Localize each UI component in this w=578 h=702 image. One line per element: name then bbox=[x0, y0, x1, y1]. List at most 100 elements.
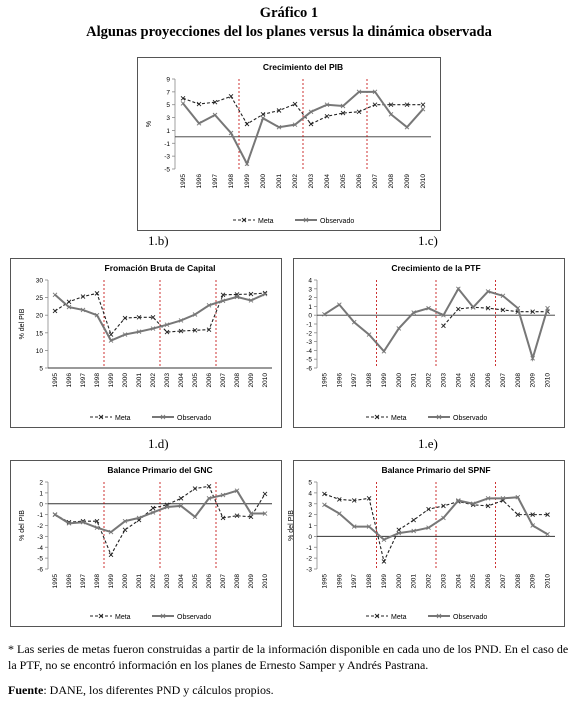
data-point-observado bbox=[324, 102, 330, 108]
data-point-observado bbox=[336, 511, 342, 516]
data-point-meta bbox=[366, 495, 372, 501]
series-line-observado bbox=[54, 489, 265, 534]
x-tick-label: 1998 bbox=[228, 174, 235, 189]
legend: Meta Observado bbox=[366, 414, 487, 422]
y-tick-label: 7 bbox=[166, 89, 170, 96]
y-tick-label: 5 bbox=[308, 480, 312, 487]
x-tick-label: 2005 bbox=[470, 373, 477, 388]
series-line-meta bbox=[54, 292, 266, 336]
data-point-observado bbox=[234, 488, 240, 494]
panel-label-1d: 1.d) bbox=[148, 436, 169, 451]
data-point-meta bbox=[52, 308, 58, 314]
data-point-meta bbox=[122, 315, 128, 321]
x-tick-label: 2000 bbox=[260, 174, 267, 189]
x-tick-label: 2006 bbox=[485, 373, 492, 388]
y-tick-label: -4 bbox=[37, 545, 43, 552]
data-point-meta bbox=[94, 518, 100, 524]
data-point-meta bbox=[420, 102, 426, 108]
x-tick-label: 2006 bbox=[485, 574, 492, 589]
y-tick-label: 15 bbox=[36, 330, 44, 337]
data-point-observado bbox=[136, 515, 142, 521]
x-tick-label: 2007 bbox=[220, 574, 227, 589]
x-tick-label: 1996 bbox=[66, 373, 73, 388]
x-tick-label: 2000 bbox=[396, 373, 403, 388]
data-point-meta bbox=[372, 102, 378, 108]
x-tick-label: 2010 bbox=[545, 373, 552, 388]
data-point-observado bbox=[388, 112, 394, 117]
chart-title: Crecimiento de la PTF bbox=[391, 263, 480, 273]
data-point-meta bbox=[441, 503, 446, 509]
y-tick-label: 0 bbox=[39, 501, 43, 508]
data-point-observado bbox=[52, 512, 58, 517]
y-tick-label: -1 bbox=[164, 141, 170, 148]
x-tick-label: 2002 bbox=[426, 373, 433, 388]
x-tick-label: 2001 bbox=[276, 174, 283, 189]
data-point-observado bbox=[308, 109, 314, 115]
chart-title: Balance Primario del GNC bbox=[107, 465, 212, 475]
data-point-meta bbox=[178, 328, 184, 334]
data-point-meta bbox=[234, 513, 240, 519]
x-tick-label: 2005 bbox=[470, 574, 477, 589]
y-tick-label: -5 bbox=[37, 556, 43, 563]
data-point-observado bbox=[122, 518, 128, 524]
x-tick-label: 2003 bbox=[164, 574, 171, 589]
data-point-observado bbox=[485, 495, 491, 501]
chart-frame bbox=[10, 460, 282, 627]
data-point-observado bbox=[108, 529, 114, 535]
x-tick-label: 2004 bbox=[178, 574, 185, 589]
x-tick-label: 2008 bbox=[234, 373, 241, 388]
data-point-observado bbox=[372, 89, 378, 95]
data-point-observado bbox=[485, 289, 491, 294]
y-tick-label: -2 bbox=[37, 523, 43, 530]
data-point-observado bbox=[164, 322, 170, 328]
y-tick-label: -6 bbox=[306, 366, 312, 373]
data-point-observado bbox=[94, 525, 100, 530]
data-point-meta bbox=[220, 292, 226, 298]
data-point-meta bbox=[388, 102, 394, 108]
data-point-observado bbox=[381, 348, 387, 354]
data-point-meta bbox=[322, 491, 327, 497]
data-point-observado bbox=[455, 286, 461, 292]
data-point-observado bbox=[356, 89, 362, 95]
y-tick-label: -3 bbox=[306, 567, 312, 574]
data-point-meta bbox=[292, 101, 298, 107]
data-point-observado bbox=[351, 319, 357, 325]
y-tick-label: -5 bbox=[164, 167, 170, 174]
data-point-observado bbox=[234, 294, 240, 300]
y-tick-label: 0 bbox=[308, 534, 312, 541]
figure-title: Gráfico 1 bbox=[259, 5, 319, 21]
data-point-meta bbox=[411, 517, 417, 523]
x-tick-label: 1996 bbox=[336, 574, 343, 589]
x-tick-label: 2009 bbox=[248, 373, 255, 388]
data-point-meta bbox=[404, 102, 410, 108]
y-tick-label: 5 bbox=[39, 366, 43, 373]
x-tick-label: 2004 bbox=[455, 373, 462, 388]
legend-label-observado: Observado bbox=[453, 415, 487, 422]
y-tick-label: 3 bbox=[308, 286, 312, 293]
series-line-meta bbox=[54, 485, 266, 557]
legend-label-meta: Meta bbox=[115, 415, 131, 422]
y-axis-label: % del PIB bbox=[19, 510, 26, 541]
chart-crecimiento-ptf: Crecimiento de la PTF -6 -5 -4 -3 -2-1 0 1 2 34 19… bbox=[293, 258, 565, 428]
data-point-meta bbox=[122, 527, 128, 533]
data-point-meta bbox=[530, 512, 536, 517]
chart-frame bbox=[137, 57, 441, 231]
data-point-observado bbox=[441, 515, 446, 521]
x-tick-label: 2008 bbox=[234, 574, 241, 589]
data-point-meta bbox=[381, 559, 387, 564]
chart-frame bbox=[293, 258, 565, 428]
y-tick-label: 5 bbox=[166, 102, 170, 109]
y-tick-label: 30 bbox=[36, 278, 44, 285]
y-tick-label: 4 bbox=[308, 490, 312, 497]
y-tick-label: -3 bbox=[306, 339, 312, 346]
data-point-observado bbox=[530, 356, 536, 361]
data-point-observado bbox=[276, 124, 282, 130]
data-point-observado bbox=[292, 122, 298, 127]
y-tick-label: -2 bbox=[306, 330, 312, 337]
data-point-observado bbox=[192, 312, 198, 317]
data-point-observado bbox=[426, 305, 431, 311]
data-point-observado bbox=[212, 112, 218, 118]
legend-label-meta: Meta bbox=[391, 415, 407, 422]
x-tick-label: 1995 bbox=[52, 373, 59, 388]
series-line-observado bbox=[323, 496, 549, 541]
